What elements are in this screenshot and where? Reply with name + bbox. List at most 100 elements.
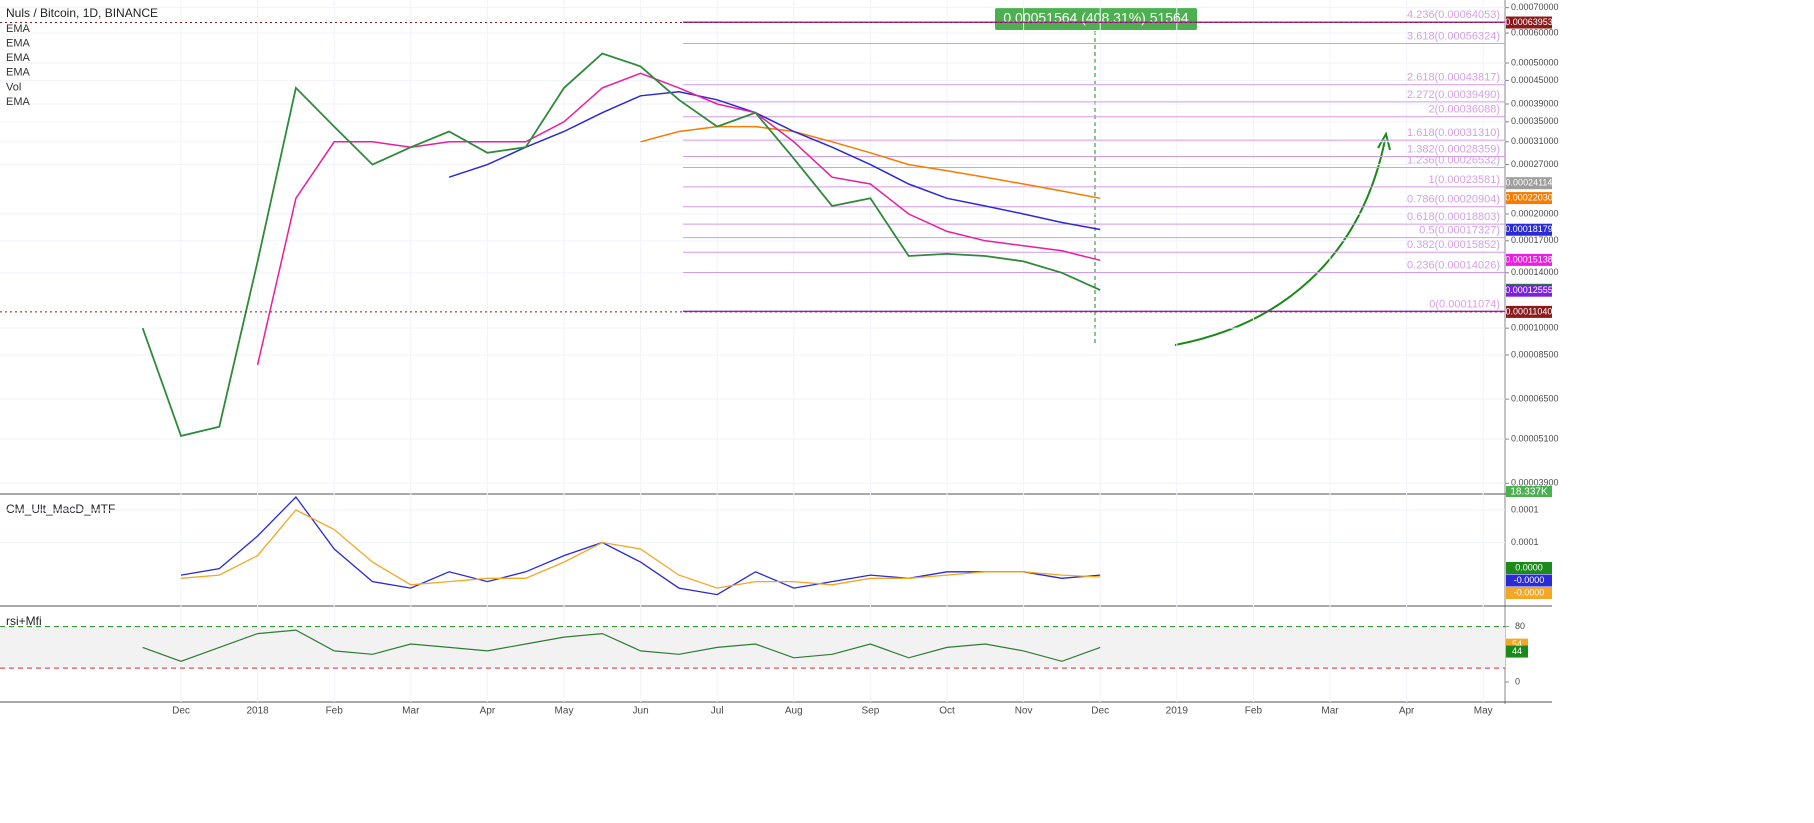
y-tick-label: 0.00039000 [1511, 98, 1559, 108]
x-tick-label: Feb [326, 706, 344, 717]
y-tick-label: 0.00010000 [1511, 323, 1559, 333]
x-tick-label: May [555, 706, 574, 717]
x-tick-label: Dec [172, 706, 190, 717]
y-tick-label: 0.00031000 [1511, 136, 1559, 146]
rsi-title: rsi+Mfi [6, 614, 42, 628]
y-tick-label: 0.00020000 [1511, 208, 1559, 218]
y-tick-label: 0.00060000 [1511, 27, 1559, 37]
x-tick-label: Mar [402, 706, 420, 717]
y-tick-label: 0.00014000 [1511, 267, 1559, 277]
y-tick-label: 0 [1515, 676, 1520, 686]
fib-label: 1.236(0.00026532) [1407, 154, 1500, 166]
fib-label: 1.618(0.00031310) [1407, 127, 1500, 139]
macd-tag [1506, 562, 1552, 574]
price-tag-label: 0.00063953 [1505, 17, 1553, 27]
price-tag-label: 0.00011040 [1506, 306, 1553, 316]
price-tag [1506, 284, 1552, 297]
price-tag-label: 0.00022030 [1505, 192, 1553, 202]
y-tick-label: 0.00017000 [1511, 235, 1559, 245]
x-tick-label: Aug [785, 706, 803, 717]
fib-label: 2.618(0.00043817) [1407, 72, 1500, 84]
fib-label: 1.382(0.00028359) [1407, 143, 1500, 155]
indicator-label: EMA [6, 23, 31, 35]
x-tick-label: Apr [1399, 706, 1415, 717]
macd-line [180, 496, 1101, 596]
price-tag-label: 0.00015138 [1505, 254, 1553, 264]
fib-label: 0.786(0.00020904) [1407, 194, 1500, 206]
fib-label: 1(0.00023581) [1428, 174, 1500, 186]
measure-box [995, 8, 1197, 30]
volume-tag [1506, 486, 1552, 497]
fib-label: 3.618(0.00056324) [1407, 30, 1500, 42]
y-tick-label: 0.0001 [1511, 537, 1539, 547]
y-tick-label: 0.00008500 [1511, 349, 1559, 359]
x-tick-label: Dec [1091, 706, 1109, 717]
price-line [141, 52, 1101, 437]
x-tick-label: Apr [480, 706, 496, 717]
rsi-tag [1506, 645, 1528, 658]
fib-label: 0.618(0.00018803) [1407, 211, 1500, 223]
fib-label: 0.5(0.00017327) [1419, 225, 1500, 237]
x-tick-label: Jun [633, 706, 649, 717]
price-tag [1506, 16, 1552, 29]
y-tick-label: 0.00003900 [1511, 478, 1559, 488]
price-tag-label: 0.00012555 [1505, 285, 1553, 295]
fib-label: 0.236(0.00014026) [1407, 259, 1500, 271]
rsi-tag-label: 44 [1512, 646, 1522, 656]
chart-title: Nuls / Bitcoin, 1D, BINANCE [6, 6, 158, 20]
indicator-label: EMA [6, 67, 31, 79]
measure-label: 0.00051564 (408.31%) 51564 [1003, 10, 1188, 26]
y-tick-label: 0.00045000 [1511, 75, 1559, 85]
x-tick-label: Sep [862, 706, 880, 717]
y-tick-label: 0.00027000 [1511, 159, 1559, 169]
macd-tag [1506, 587, 1552, 599]
x-tick-label: May [1474, 706, 1493, 717]
y-tick-label: 0.00005100 [1511, 433, 1559, 443]
y-tick-label: 0.0001 [1511, 504, 1539, 514]
macd-tag-label: 0.0000 [1515, 562, 1543, 572]
price-tag-label: 0.00024114 [1506, 178, 1553, 188]
indicator-label: EMA [6, 96, 31, 108]
x-tick-label: Nov [1015, 706, 1033, 717]
x-tick-label: Mar [1321, 706, 1339, 717]
fib-label: 0(0.00011074) [1429, 298, 1500, 310]
y-tick-label: 0.00070000 [1511, 2, 1559, 12]
price-tag-label: 0.00018179 [1505, 224, 1553, 234]
ema-line [448, 91, 1101, 231]
volume-label: 18.337K [1510, 487, 1548, 498]
forecast-arrow [1174, 139, 1386, 346]
indicator-label: Vol [6, 81, 21, 93]
rsi-band [0, 626, 1505, 669]
x-tick-label: Oct [939, 706, 955, 717]
fib-label: 2.272(0.00039490) [1407, 89, 1500, 101]
fib-label: 2(0.00036088) [1428, 104, 1500, 116]
fib-label: 4.236(0.00064053) [1407, 9, 1500, 21]
y-tick-label: 0.00035000 [1511, 116, 1559, 126]
y-tick-label: 80 [1515, 621, 1525, 631]
indicator-label: EMA [6, 38, 31, 50]
x-tick-label: 2018 [246, 706, 269, 717]
y-tick-label: 0.00050000 [1511, 57, 1559, 67]
price-tag [1506, 305, 1552, 318]
macd-line [180, 509, 1101, 589]
price-tag [1506, 192, 1552, 205]
macd-tag [1506, 574, 1552, 587]
indicator-label: EMA [6, 52, 31, 64]
x-tick-label: 2019 [1166, 706, 1189, 717]
price-tag [1506, 177, 1552, 190]
ema-line [256, 72, 1101, 366]
forecast-arrow-head [1377, 131, 1391, 151]
rsi-line [142, 629, 1101, 662]
x-tick-label: Feb [1245, 706, 1263, 717]
fib-label: 0.382(0.00015852) [1407, 239, 1500, 251]
price-tag [1506, 253, 1552, 266]
rsi-tag-label: 54 [1512, 639, 1522, 649]
y-tick-label: 0.00006500 [1511, 394, 1559, 404]
x-tick-label: Jul [711, 706, 724, 717]
macd-title: CM_Ult_MacD_MTF [6, 502, 115, 516]
price-tag [1506, 223, 1552, 236]
macd-tag-label: -0.0000 [1514, 575, 1545, 585]
macd-tag-label: -0.0000 [1514, 587, 1545, 597]
